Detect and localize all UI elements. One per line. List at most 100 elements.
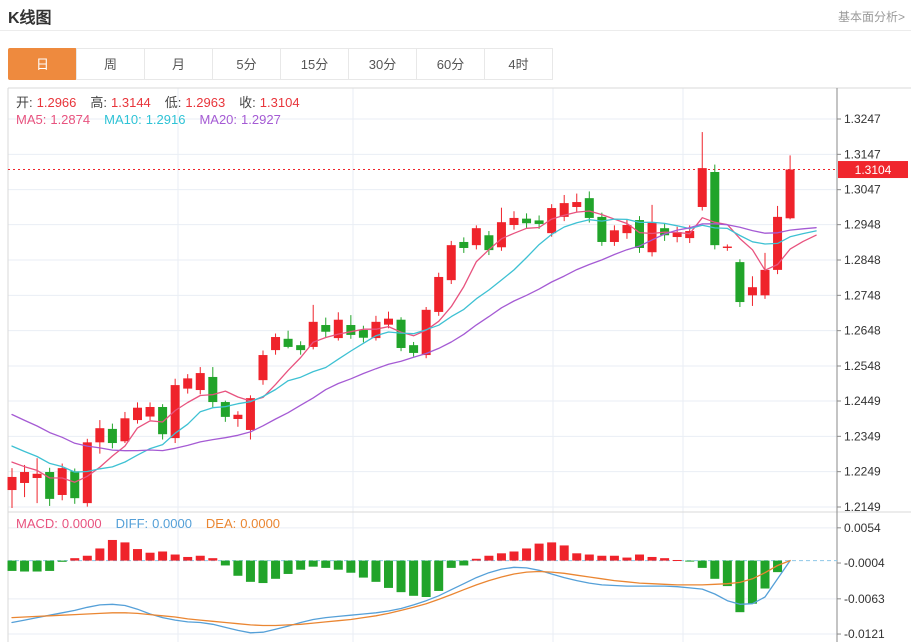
readout-label: DIFF:	[115, 516, 149, 531]
readout-label: 低:	[164, 95, 182, 110]
tab-day[interactable]: 日	[8, 48, 77, 80]
candle-body	[107, 428, 117, 444]
candle-body	[57, 468, 67, 495]
ma-lines-layer	[11, 210, 817, 483]
macd-bar	[760, 560, 770, 589]
candle-body	[258, 355, 268, 381]
candle-body	[446, 245, 456, 281]
readout-label: 收:	[239, 95, 256, 110]
candle-body	[572, 202, 582, 207]
macd-bar	[384, 560, 393, 588]
candle-body	[534, 220, 544, 224]
candle-body	[484, 235, 494, 251]
macd-bar	[170, 554, 180, 561]
macd-bar	[409, 560, 419, 596]
candle-body	[145, 406, 155, 417]
tab-4hour[interactable]: 4时	[484, 48, 553, 80]
macd-bar	[609, 555, 619, 561]
macd-bar	[484, 555, 494, 561]
axis-tick-label: 1.2948	[844, 218, 881, 232]
macd-bar	[597, 555, 607, 561]
candle-body	[346, 325, 356, 335]
axis-tick-label: 1.3247	[844, 112, 881, 126]
candle-body	[685, 231, 695, 239]
readout-value: 1.2927	[241, 112, 281, 127]
axis-tick-label: 1.2249	[844, 465, 881, 479]
macd-bar	[95, 548, 105, 561]
macd-bar	[672, 559, 682, 561]
candle-body	[296, 345, 306, 351]
fundamental-analysis-link[interactable]: 基本面分析>	[837, 10, 905, 24]
readout-value: 1.3144	[111, 95, 151, 110]
macd-bar	[534, 543, 544, 561]
ma20-line	[11, 223, 817, 452]
macd-bar	[333, 560, 343, 570]
macd-bar	[70, 558, 80, 561]
readout-label: MA5:	[16, 112, 47, 127]
macd-bar	[459, 560, 469, 566]
macd-bar	[45, 560, 55, 571]
macd-bar	[547, 542, 557, 561]
candle-body	[747, 287, 757, 296]
candle-body	[609, 230, 619, 242]
candle-body	[120, 418, 130, 442]
macd-bar	[559, 545, 569, 561]
axis-tick-label: 1.2449	[844, 394, 881, 408]
macd-bar	[195, 555, 205, 561]
candle-body	[208, 376, 218, 403]
macd-bar	[183, 556, 193, 561]
macd-bar	[220, 560, 230, 566]
tab-15min[interactable]: 15分	[280, 48, 349, 80]
readout-value: 1.2916	[145, 112, 186, 127]
readout-label: DEA:	[205, 516, 237, 531]
candle-body	[396, 319, 406, 348]
readout-value: 1.3104	[259, 95, 300, 110]
candle-body	[158, 406, 168, 435]
axis-tick-label: -0.0121	[844, 627, 885, 641]
macd-bar	[722, 560, 732, 587]
ma5-line	[11, 210, 817, 483]
candle-body	[133, 407, 142, 421]
axis-tick-label: 1.3147	[844, 147, 881, 161]
last-price-badge	[838, 161, 908, 179]
candle-body	[371, 321, 381, 339]
candle-body	[672, 232, 682, 238]
macd-bar	[471, 558, 481, 561]
macd-bar	[622, 557, 632, 561]
macd-bar	[396, 560, 406, 593]
macd-bar	[258, 560, 268, 584]
candle-body	[584, 198, 594, 218]
diff-line	[11, 559, 791, 634]
macd-bar	[685, 560, 695, 562]
candle-body	[597, 216, 607, 242]
tab-5min[interactable]: 5分	[212, 48, 281, 80]
candle-body	[220, 402, 230, 417]
tab-30min[interactable]: 30分	[348, 48, 417, 80]
tab-week[interactable]: 周	[76, 48, 145, 80]
candle-body	[522, 218, 532, 224]
candle-body	[509, 217, 519, 226]
tab-month[interactable]: 月	[144, 48, 213, 80]
candle-body	[421, 309, 431, 356]
macd-bar	[283, 560, 293, 574]
macd-bar	[371, 560, 381, 582]
candle-body	[95, 428, 105, 443]
candle-body	[333, 319, 343, 339]
candle-body	[358, 329, 368, 338]
candle-body	[735, 262, 745, 303]
candle-body	[20, 472, 30, 483]
macd-bar	[522, 548, 532, 561]
candle-body	[760, 269, 770, 296]
macd-bar	[446, 560, 456, 568]
axis-tick-label: 1.2648	[844, 324, 881, 338]
macd-bar	[271, 560, 281, 579]
macd-bar	[57, 560, 67, 562]
macd-bar	[245, 560, 255, 582]
tab-60min[interactable]: 60分	[416, 48, 485, 80]
ma-readout: MA5: 1.2874 MA10: 1.2916 MA20: 1.2927	[16, 112, 295, 127]
macd-bar	[20, 560, 30, 572]
candle-body	[45, 472, 55, 499]
readout-value: 0.0000	[61, 516, 102, 531]
